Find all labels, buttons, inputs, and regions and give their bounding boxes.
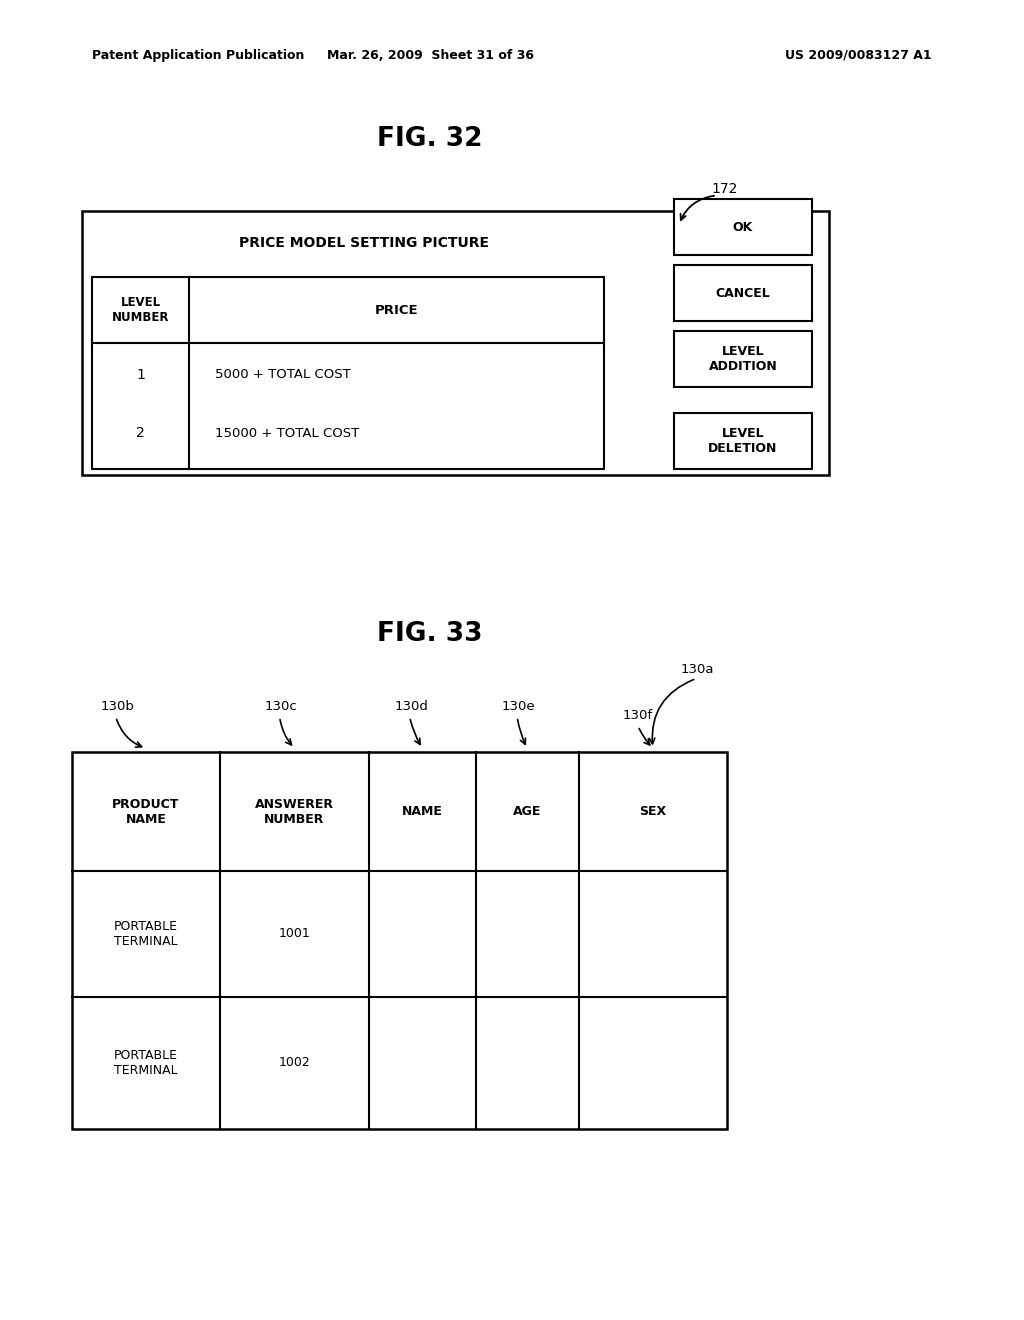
Text: LEVEL
ADDITION: LEVEL ADDITION — [709, 345, 777, 374]
Bar — [92, 277, 604, 469]
Text: 1: 1 — [136, 367, 145, 381]
Text: FIG. 32: FIG. 32 — [377, 125, 483, 152]
Text: PORTABLE
TERMINAL: PORTABLE TERMINAL — [114, 920, 178, 948]
Text: 172: 172 — [712, 182, 738, 195]
Text: 2: 2 — [136, 426, 145, 441]
Text: CANCEL: CANCEL — [716, 286, 770, 300]
Bar — [674, 413, 812, 469]
Text: 1001: 1001 — [279, 928, 310, 940]
Bar — [82, 211, 829, 475]
Text: 130b: 130b — [100, 700, 134, 713]
Bar — [674, 265, 812, 321]
Text: US 2009/0083127 A1: US 2009/0083127 A1 — [785, 49, 932, 62]
Bar — [72, 752, 727, 1129]
Text: 15000 + TOTAL COST: 15000 + TOTAL COST — [215, 426, 359, 440]
Text: 130c: 130c — [264, 700, 297, 713]
Text: OK: OK — [733, 220, 753, 234]
Bar — [674, 199, 812, 255]
Text: 130f: 130f — [623, 709, 652, 722]
Text: SEX: SEX — [639, 805, 667, 818]
Text: AGE: AGE — [513, 805, 542, 818]
Text: PRICE: PRICE — [375, 304, 419, 317]
Text: LEVEL
DELETION: LEVEL DELETION — [709, 426, 777, 455]
Text: PRODUCT
NAME: PRODUCT NAME — [113, 797, 179, 826]
Text: 5000 + TOTAL COST: 5000 + TOTAL COST — [215, 368, 351, 381]
Text: Patent Application Publication: Patent Application Publication — [92, 49, 304, 62]
Bar — [674, 331, 812, 387]
Text: ANSWERER
NUMBER: ANSWERER NUMBER — [255, 797, 334, 826]
Text: 1002: 1002 — [279, 1056, 310, 1069]
Text: 130d: 130d — [394, 700, 428, 713]
Text: 130e: 130e — [502, 700, 536, 713]
Text: PRICE MODEL SETTING PICTURE: PRICE MODEL SETTING PICTURE — [239, 236, 488, 249]
Text: Mar. 26, 2009  Sheet 31 of 36: Mar. 26, 2009 Sheet 31 of 36 — [327, 49, 534, 62]
Text: NAME: NAME — [402, 805, 442, 818]
Text: 130a: 130a — [681, 663, 715, 676]
Text: PORTABLE
TERMINAL: PORTABLE TERMINAL — [114, 1048, 178, 1077]
Text: FIG. 33: FIG. 33 — [377, 620, 483, 647]
Text: LEVEL
NUMBER: LEVEL NUMBER — [112, 296, 170, 325]
